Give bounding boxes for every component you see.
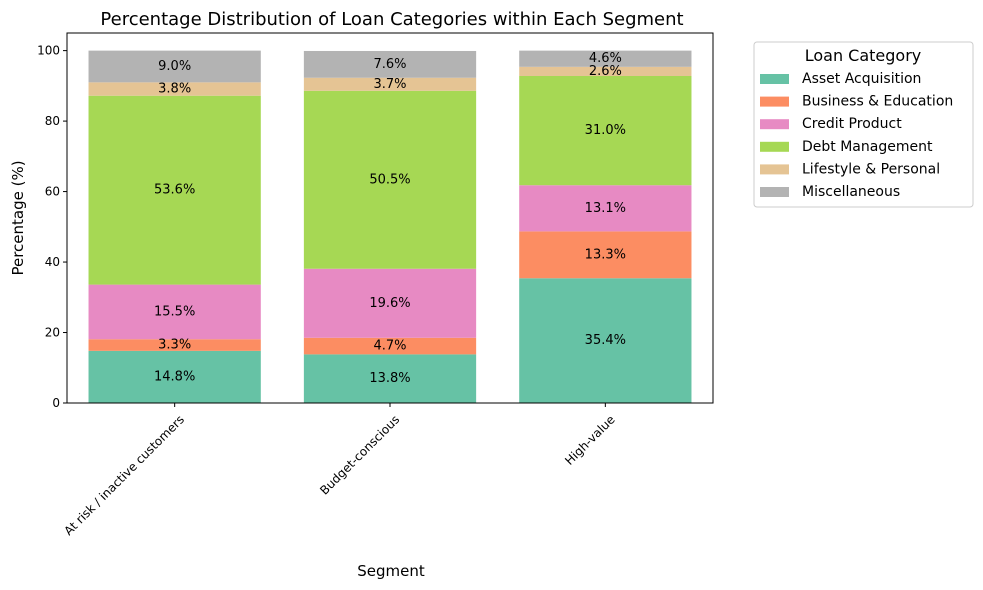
x-tick-label: High-value [562, 412, 617, 467]
legend-label: Debt Management [802, 139, 933, 155]
legend-frame [753, 41, 974, 208]
bar-segment [303, 337, 477, 355]
data-label: 35.4% [585, 333, 626, 348]
x-tick-label: Budget-conscious [317, 412, 402, 497]
bar-segment [519, 50, 692, 67]
bar-labels-group: 14.8% 3.3% 15.5% 53.6% 3.8% 9.0% 13.8% 4.7% 19.6… [154, 51, 626, 386]
legend-items: Asset Acquisition Business & Education Cre… [760, 71, 953, 200]
y-tick-label: 0 [52, 396, 60, 410]
data-label: 13.1% [585, 201, 626, 216]
bar-segment [88, 95, 261, 285]
y-tick-label: 60 [45, 185, 60, 199]
legend-label: Credit Product [802, 116, 902, 132]
bar-segment [303, 50, 477, 78]
bar-segment [303, 268, 477, 338]
data-label: 4.6% [589, 51, 622, 66]
bar-segment [88, 339, 261, 351]
y-tick-label: 40 [45, 255, 60, 269]
y-tick-label: 100 [37, 44, 60, 58]
bar-segment [519, 231, 692, 279]
chart-title: Percentage Distribution of Loan Categori… [100, 9, 683, 30]
legend-swatch [760, 164, 789, 175]
bar-segment [303, 90, 477, 269]
y-tick-label: 20 [45, 326, 60, 340]
bar-segment [88, 350, 261, 403]
data-label: 31.0% [585, 123, 626, 138]
data-label: 7.6% [373, 57, 406, 72]
y-tick-label: 80 [45, 114, 60, 128]
bars-group [88, 50, 692, 403]
legend-swatch [760, 141, 789, 152]
data-label: 15.5% [154, 304, 195, 319]
legend-label: Asset Acquisition [802, 71, 921, 87]
bar-segment [88, 82, 261, 96]
bar-segment [519, 66, 692, 76]
data-label: 50.5% [369, 172, 410, 187]
data-label: 3.3% [158, 338, 191, 353]
bar-segment [303, 77, 477, 91]
legend-swatch [760, 96, 789, 107]
bar-segment [519, 278, 692, 403]
data-label: 3.7% [373, 77, 406, 92]
legend-swatch [760, 119, 789, 130]
bar-segment [88, 50, 261, 83]
data-label: 13.3% [585, 247, 626, 262]
data-label: 14.8% [154, 369, 195, 384]
data-label: 4.7% [373, 339, 406, 354]
legend-title: Loan Category [805, 46, 922, 65]
x-axis-label: Segment [357, 562, 425, 580]
bar-segment [519, 185, 692, 232]
bar-segment [519, 75, 692, 186]
legend: Loan Category Asset Acquisition Business … [753, 41, 974, 208]
legend-label: Miscellaneous [802, 184, 900, 200]
data-label: 53.6% [154, 183, 195, 198]
data-label: 9.0% [158, 59, 191, 74]
legend-label: Lifestyle & Personal [802, 161, 940, 177]
data-label: 19.6% [369, 296, 410, 311]
data-label: 3.8% [158, 82, 191, 97]
legend-swatch [760, 74, 789, 84]
bar-segment [88, 284, 261, 340]
legend-label: Business & Education [802, 94, 953, 110]
y-axis-label: Percentage (%) [9, 160, 27, 275]
data-label: 13.8% [369, 371, 410, 386]
bar-segment [303, 354, 477, 403]
x-tick-label: At risk / inactive customers [61, 412, 187, 538]
data-label: 2.6% [589, 64, 622, 79]
legend-swatch [760, 187, 789, 197]
